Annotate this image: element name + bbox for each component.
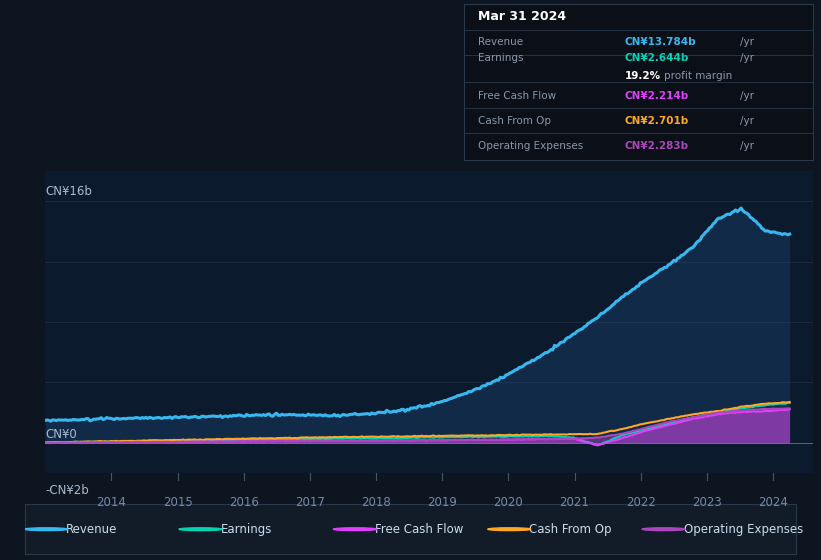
Text: 2024: 2024 — [758, 496, 788, 508]
Text: 2017: 2017 — [295, 496, 325, 508]
Text: 2019: 2019 — [427, 496, 457, 508]
Circle shape — [333, 528, 377, 531]
Text: Cash From Op: Cash From Op — [478, 116, 551, 127]
Text: CN¥2.701b: CN¥2.701b — [624, 116, 689, 127]
Text: CN¥16b: CN¥16b — [45, 185, 92, 198]
Text: Revenue: Revenue — [67, 522, 117, 536]
Text: Operating Expenses: Operating Expenses — [684, 522, 803, 536]
Circle shape — [488, 528, 531, 531]
Text: CN¥2.214b: CN¥2.214b — [624, 91, 689, 101]
Text: 2022: 2022 — [626, 496, 656, 508]
Circle shape — [179, 528, 222, 531]
Text: 2014: 2014 — [96, 496, 126, 508]
Text: Revenue: Revenue — [478, 38, 523, 48]
Text: /yr: /yr — [740, 38, 754, 48]
Text: 2021: 2021 — [560, 496, 589, 508]
Text: -CN¥2b: -CN¥2b — [45, 484, 89, 497]
Text: Free Cash Flow: Free Cash Flow — [478, 91, 556, 101]
Text: Operating Expenses: Operating Expenses — [478, 141, 583, 151]
Text: Earnings: Earnings — [221, 522, 272, 536]
Text: 2023: 2023 — [692, 496, 722, 508]
Text: Mar 31 2024: Mar 31 2024 — [478, 10, 566, 23]
Text: profit margin: profit margin — [664, 71, 733, 81]
Text: CN¥2.644b: CN¥2.644b — [624, 53, 689, 63]
Circle shape — [25, 528, 68, 531]
Text: 2015: 2015 — [163, 496, 192, 508]
Text: /yr: /yr — [740, 141, 754, 151]
Text: 19.2%: 19.2% — [624, 71, 661, 81]
Text: 2020: 2020 — [493, 496, 523, 508]
Circle shape — [642, 528, 686, 531]
Text: CN¥13.784b: CN¥13.784b — [624, 38, 696, 48]
Text: CN¥2.283b: CN¥2.283b — [624, 141, 689, 151]
Text: Cash From Op: Cash From Op — [530, 522, 612, 536]
Text: 2018: 2018 — [361, 496, 391, 508]
Text: 2016: 2016 — [229, 496, 259, 508]
Text: /yr: /yr — [740, 116, 754, 127]
Text: /yr: /yr — [740, 53, 754, 63]
Text: Free Cash Flow: Free Cash Flow — [375, 522, 463, 536]
Text: CN¥0: CN¥0 — [45, 428, 77, 441]
Text: Earnings: Earnings — [478, 53, 523, 63]
Text: /yr: /yr — [740, 91, 754, 101]
